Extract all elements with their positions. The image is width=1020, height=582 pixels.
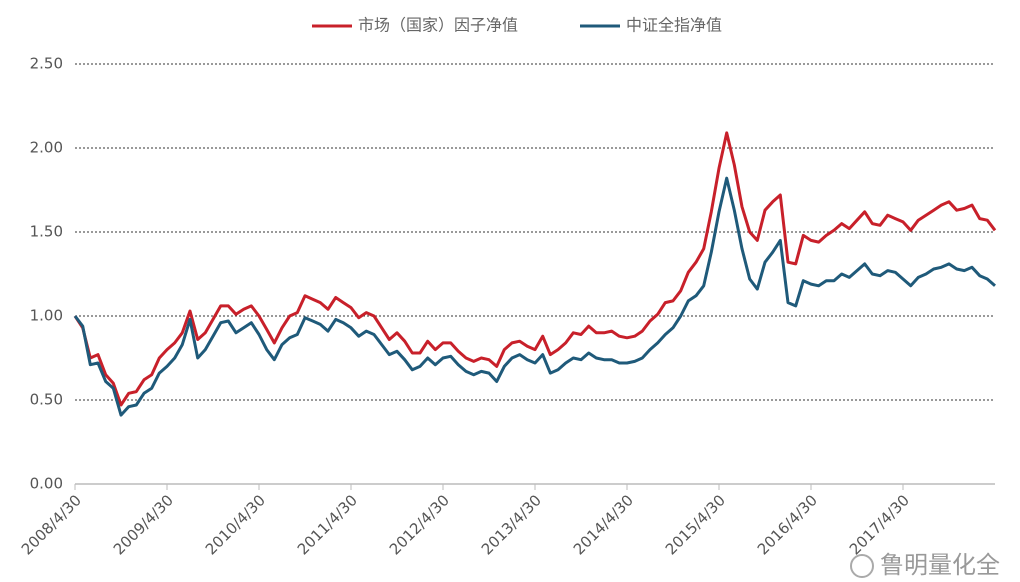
- x-tick-label: 2008/4/30: [18, 491, 85, 558]
- legend-text: 市场（国家）因子净值: [358, 16, 518, 35]
- y-tick-label: 0.50: [30, 391, 63, 409]
- x-tick-label: 2009/4/30: [110, 491, 177, 558]
- y-tick-label: 0.00: [30, 475, 63, 493]
- x-tick-label: 2016/4/30: [754, 491, 821, 558]
- series-line: [73, 176, 996, 417]
- y-tick-label: 1.00: [30, 307, 63, 325]
- y-tick-label: 1.50: [30, 223, 63, 241]
- x-tick-label: 2014/4/30: [570, 491, 637, 558]
- y-tick-label: 2.50: [30, 55, 63, 73]
- legend-text: 中证全指净值: [626, 16, 722, 35]
- x-tick-label: 2012/4/30: [386, 491, 453, 558]
- x-tick-label: 2013/4/30: [478, 491, 545, 558]
- y-tick-label: 2.00: [30, 139, 63, 157]
- watermark-icon: [850, 554, 874, 578]
- x-tick-label: 2010/4/30: [202, 491, 269, 558]
- x-tick-label: 2017/4/30: [846, 491, 913, 558]
- series-line: [73, 131, 997, 407]
- x-tick-label: 2015/4/30: [662, 491, 729, 558]
- x-tick-label: 2011/4/30: [294, 491, 361, 558]
- watermark: 鲁明量化全: [880, 551, 1000, 579]
